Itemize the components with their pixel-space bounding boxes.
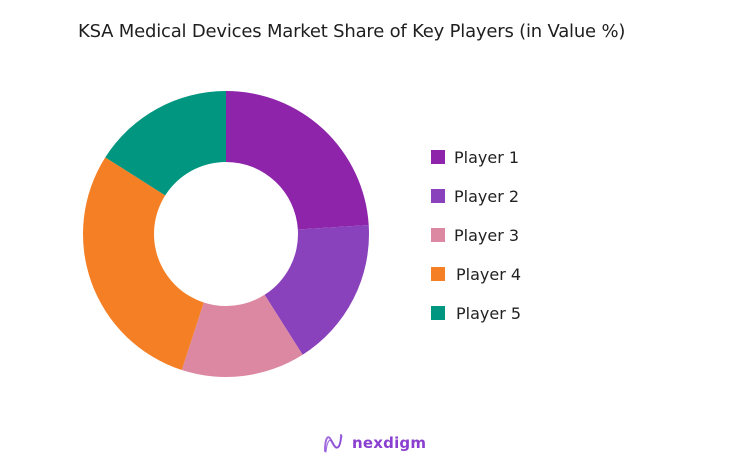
legend-swatch bbox=[431, 306, 445, 320]
donut-segment-player-5[interactable] bbox=[105, 91, 226, 196]
legend-item-player-2[interactable]: Player 2 bbox=[431, 186, 519, 206]
donut-segment-player-4[interactable] bbox=[83, 157, 204, 371]
legend-item-player-1[interactable]: Player 1 bbox=[431, 147, 519, 167]
brand-name: nexdigm bbox=[352, 434, 427, 452]
chart-title: KSA Medical Devices Market Share of Key … bbox=[78, 21, 626, 42]
legend-swatch bbox=[431, 189, 445, 203]
legend-swatch bbox=[431, 228, 445, 242]
legend-label: Player 5 bbox=[456, 303, 522, 323]
nexdigm-wave-icon bbox=[324, 434, 343, 453]
legend-label: Player 3 bbox=[454, 225, 520, 245]
legend-swatch bbox=[431, 150, 445, 164]
legend-item-player-5[interactable]: Player 5 bbox=[431, 303, 521, 323]
donut-segments bbox=[83, 91, 370, 377]
donut-segment-player-3[interactable] bbox=[181, 294, 303, 377]
legend-label: Player 2 bbox=[454, 186, 520, 206]
legend-label: Player 1 bbox=[454, 147, 520, 167]
legend-item-player-4[interactable]: Player 4 bbox=[431, 264, 521, 284]
legend-item-player-3[interactable]: Player 3 bbox=[431, 225, 519, 245]
legend-swatch bbox=[431, 267, 445, 281]
donut-segment-player-2[interactable] bbox=[264, 225, 370, 355]
footer-logo: nexdigm bbox=[322, 432, 426, 454]
legend-label: Player 4 bbox=[456, 264, 522, 284]
donut-segment-player-1[interactable] bbox=[226, 91, 369, 230]
